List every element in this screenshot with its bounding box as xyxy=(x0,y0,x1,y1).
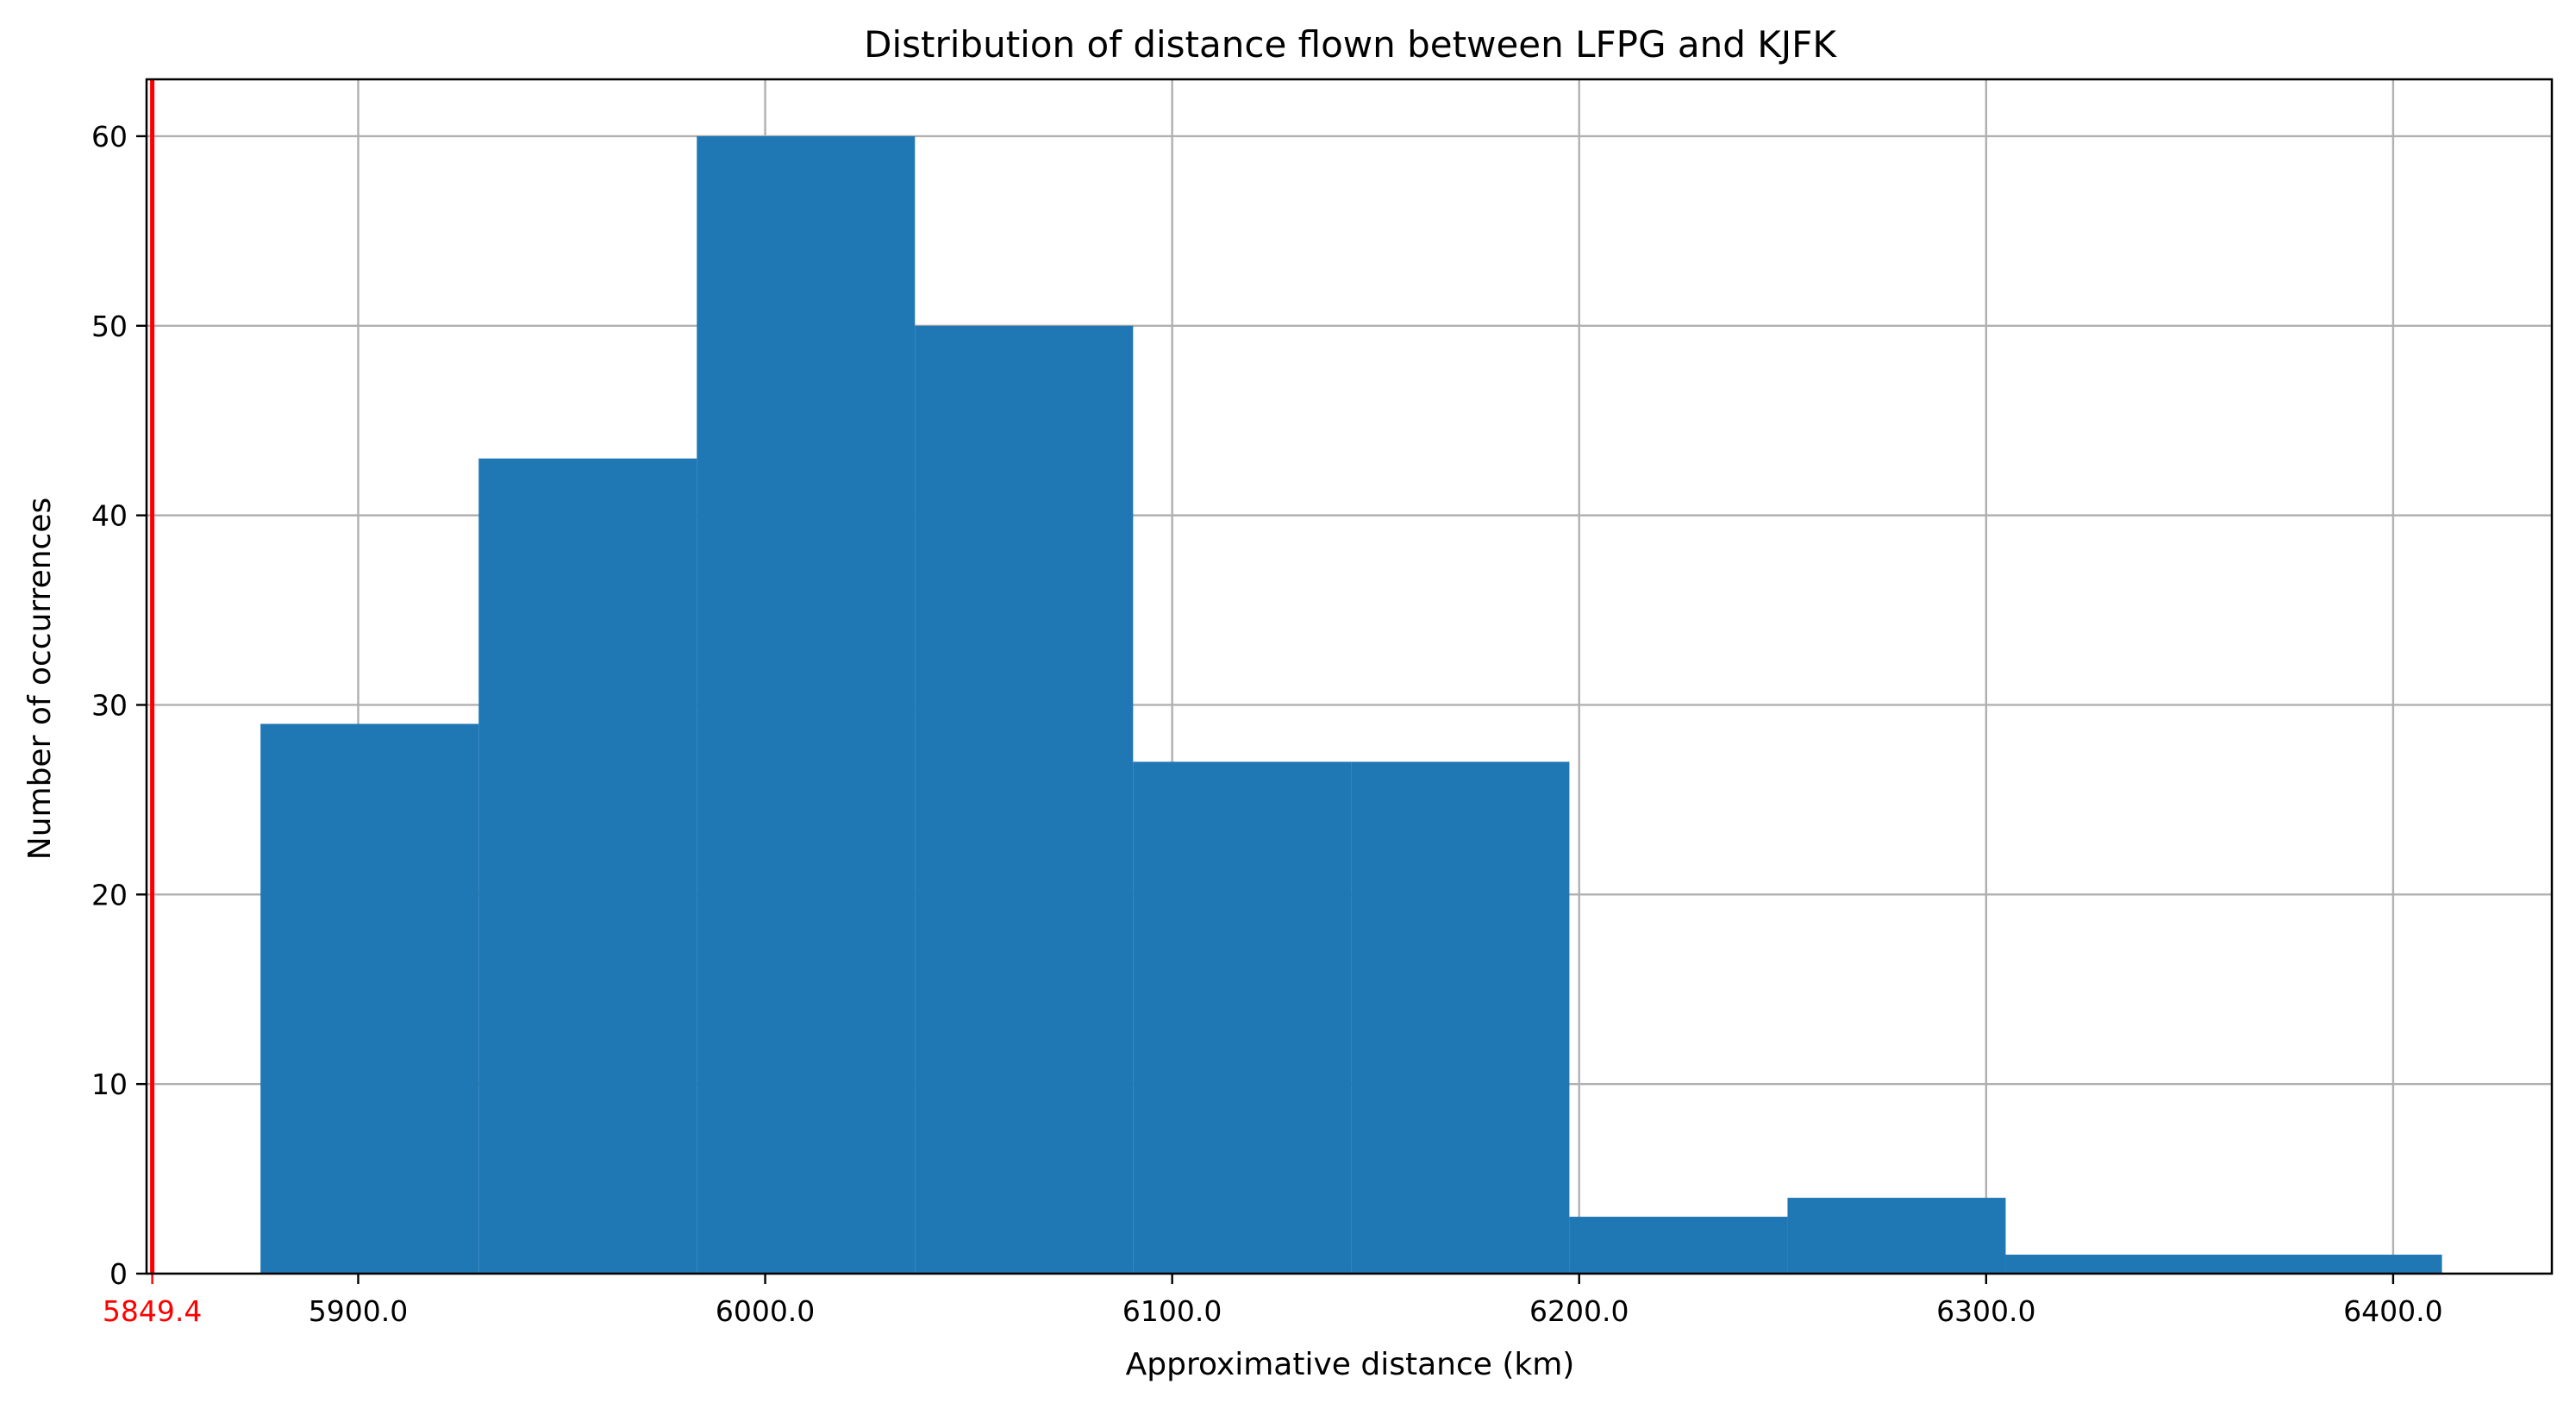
y-tick-label: 50 xyxy=(91,310,128,343)
histogram-bar xyxy=(1787,1198,2006,1274)
y-axis-ticks: 0 10 20 30 40 50 60 xyxy=(91,120,147,1291)
histogram-bar xyxy=(478,458,697,1274)
reference-line-label: 5849.4 xyxy=(103,1294,202,1328)
histogram-bar xyxy=(915,325,1134,1274)
histogram-bar xyxy=(697,135,916,1274)
x-tick-label: 6200.0 xyxy=(1529,1294,1629,1328)
y-axis-label: Number of occurrences xyxy=(22,498,58,860)
y-tick-label: 0 xyxy=(109,1257,128,1291)
x-tick-label: 5900.0 xyxy=(309,1294,408,1328)
y-tick-label: 20 xyxy=(91,878,128,911)
histogram-bar xyxy=(2223,1255,2442,1274)
histogram-bar xyxy=(2005,1255,2224,1274)
y-tick-label: 40 xyxy=(91,499,128,533)
x-tick-label: 6100.0 xyxy=(1122,1294,1222,1328)
reference-line-group: 5849.4 xyxy=(103,79,202,1328)
x-axis-label: Approximative distance (km) xyxy=(1126,1347,1575,1382)
histogram-bar xyxy=(1569,1217,1788,1274)
histogram-bars xyxy=(260,135,2442,1274)
x-tick-label: 6400.0 xyxy=(2343,1294,2442,1328)
histogram-bar xyxy=(260,723,479,1274)
y-tick-label: 60 xyxy=(91,120,128,153)
x-axis-ticks: 5900.0 6000.0 6100.0 6200.0 6300.0 6400.0 xyxy=(309,1274,2443,1328)
histogram-bar xyxy=(1351,761,1570,1274)
x-tick-label: 6000.0 xyxy=(716,1294,815,1328)
x-tick-label: 6300.0 xyxy=(1936,1294,2035,1328)
y-tick-label: 30 xyxy=(91,688,128,722)
plot-area-frame xyxy=(145,78,2554,1275)
y-tick-label: 10 xyxy=(91,1068,128,1101)
chart-title: Distribution of distance flown between L… xyxy=(864,23,1837,66)
histogram-bar xyxy=(1133,761,1352,1274)
